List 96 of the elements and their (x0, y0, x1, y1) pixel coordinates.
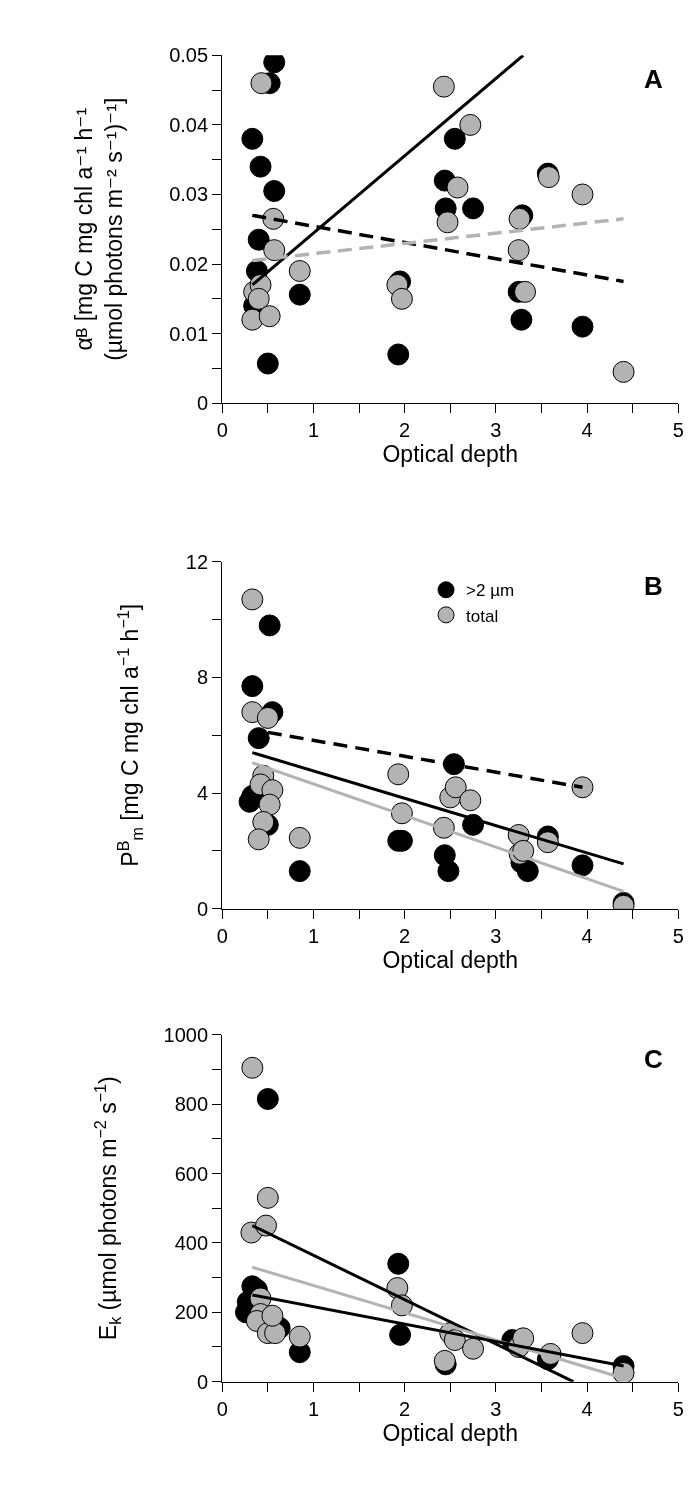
point (288, 860, 311, 883)
annotation: B (644, 571, 663, 601)
y-tick-label: 200 (174, 1301, 209, 1324)
point (459, 789, 482, 812)
point (507, 239, 530, 262)
point (249, 155, 272, 178)
legend-label: total (466, 606, 499, 626)
x-tick-label: 4 (581, 924, 593, 947)
point (241, 127, 264, 150)
y-tick-label: 12 (185, 550, 209, 573)
point (263, 180, 286, 202)
legend-label: >2 µm (466, 581, 515, 601)
point (258, 614, 281, 637)
point (256, 1087, 279, 1110)
point (432, 75, 455, 98)
x-tick-label: 5 (672, 924, 684, 947)
point (288, 283, 311, 306)
point (612, 1362, 635, 1382)
point (250, 72, 273, 95)
point (514, 280, 537, 303)
point (571, 776, 594, 799)
point (261, 1304, 284, 1327)
y-tick-label: 0 (196, 1370, 209, 1393)
y-tick-label: 0.02 (169, 253, 209, 276)
annotation: C (644, 1044, 663, 1074)
y-tick-label: 0.05 (169, 44, 209, 67)
y-tick-label: 0 (196, 897, 209, 920)
point (264, 1322, 287, 1345)
point (263, 239, 286, 262)
y-tick-label: 8 (196, 666, 209, 689)
x-tick-label: 1 (307, 419, 319, 442)
y-tick-label: 800 (174, 1093, 209, 1116)
point (571, 854, 594, 877)
point (571, 183, 594, 206)
point (462, 1337, 485, 1360)
y-tick-label: 0.04 (169, 113, 209, 136)
point (612, 360, 635, 383)
point (510, 308, 533, 331)
y-tick-label: 0.01 (169, 322, 209, 345)
point (462, 197, 485, 220)
point (241, 588, 264, 611)
x-tick-label: 3 (490, 419, 502, 442)
y-tick-label: 0.03 (169, 183, 209, 206)
x-tick-label: 1 (307, 1397, 319, 1420)
y-tick-label: 600 (174, 1162, 209, 1185)
point (288, 1325, 311, 1348)
x-tick-label: 5 (672, 1397, 684, 1420)
point (437, 860, 460, 883)
x-tick-label: 5 (672, 419, 684, 442)
point (443, 127, 466, 150)
x-tick-label: 4 (581, 1397, 593, 1420)
point (247, 828, 270, 851)
x-tick-label: 3 (490, 924, 502, 947)
point (256, 706, 279, 729)
point (241, 675, 264, 698)
x-tick-label: 4 (581, 419, 593, 442)
y-tick-label: 1000 (163, 1023, 209, 1046)
x-tick-label: 1 (307, 924, 319, 947)
point (389, 1323, 412, 1346)
point (459, 113, 482, 136)
x-tick-label: 3 (490, 1397, 502, 1420)
point (436, 211, 459, 234)
point (247, 727, 270, 750)
point (256, 352, 279, 375)
x-axis-title: Optical depth (382, 1419, 519, 1446)
point (444, 776, 467, 799)
point (241, 1056, 264, 1079)
point (387, 1252, 410, 1275)
point (247, 287, 270, 310)
point (256, 1186, 279, 1209)
annotation: A (644, 64, 663, 94)
point (387, 763, 410, 786)
x-tick-label: 2 (399, 924, 411, 947)
x-tick-label: 0 (216, 419, 228, 442)
point (238, 790, 261, 813)
point (571, 315, 594, 338)
x-tick-label: 2 (399, 419, 411, 442)
y-tick-label: 0 (196, 392, 209, 415)
y-tick-label: 4 (196, 782, 209, 805)
point (390, 287, 413, 310)
y-axis-title: αᴮ [mg C mg chl a⁻¹ h⁻¹ (µmol photons m⁻² s⁻¹)⁻¹] (70, 97, 127, 361)
point (446, 176, 469, 199)
point (288, 260, 311, 282)
point (516, 860, 539, 883)
x-axis-title: Optical depth (382, 946, 519, 973)
x-axis-title: Optical depth (382, 441, 519, 468)
x-tick-label: 2 (399, 1397, 411, 1420)
y-tick-label: 400 (174, 1231, 209, 1254)
point (258, 793, 281, 816)
point (288, 826, 311, 849)
point (258, 305, 281, 328)
point (571, 1322, 594, 1345)
point (247, 228, 270, 251)
point (387, 343, 410, 366)
x-tick-label: 0 (216, 924, 228, 947)
x-tick-label: 0 (216, 1397, 228, 1420)
